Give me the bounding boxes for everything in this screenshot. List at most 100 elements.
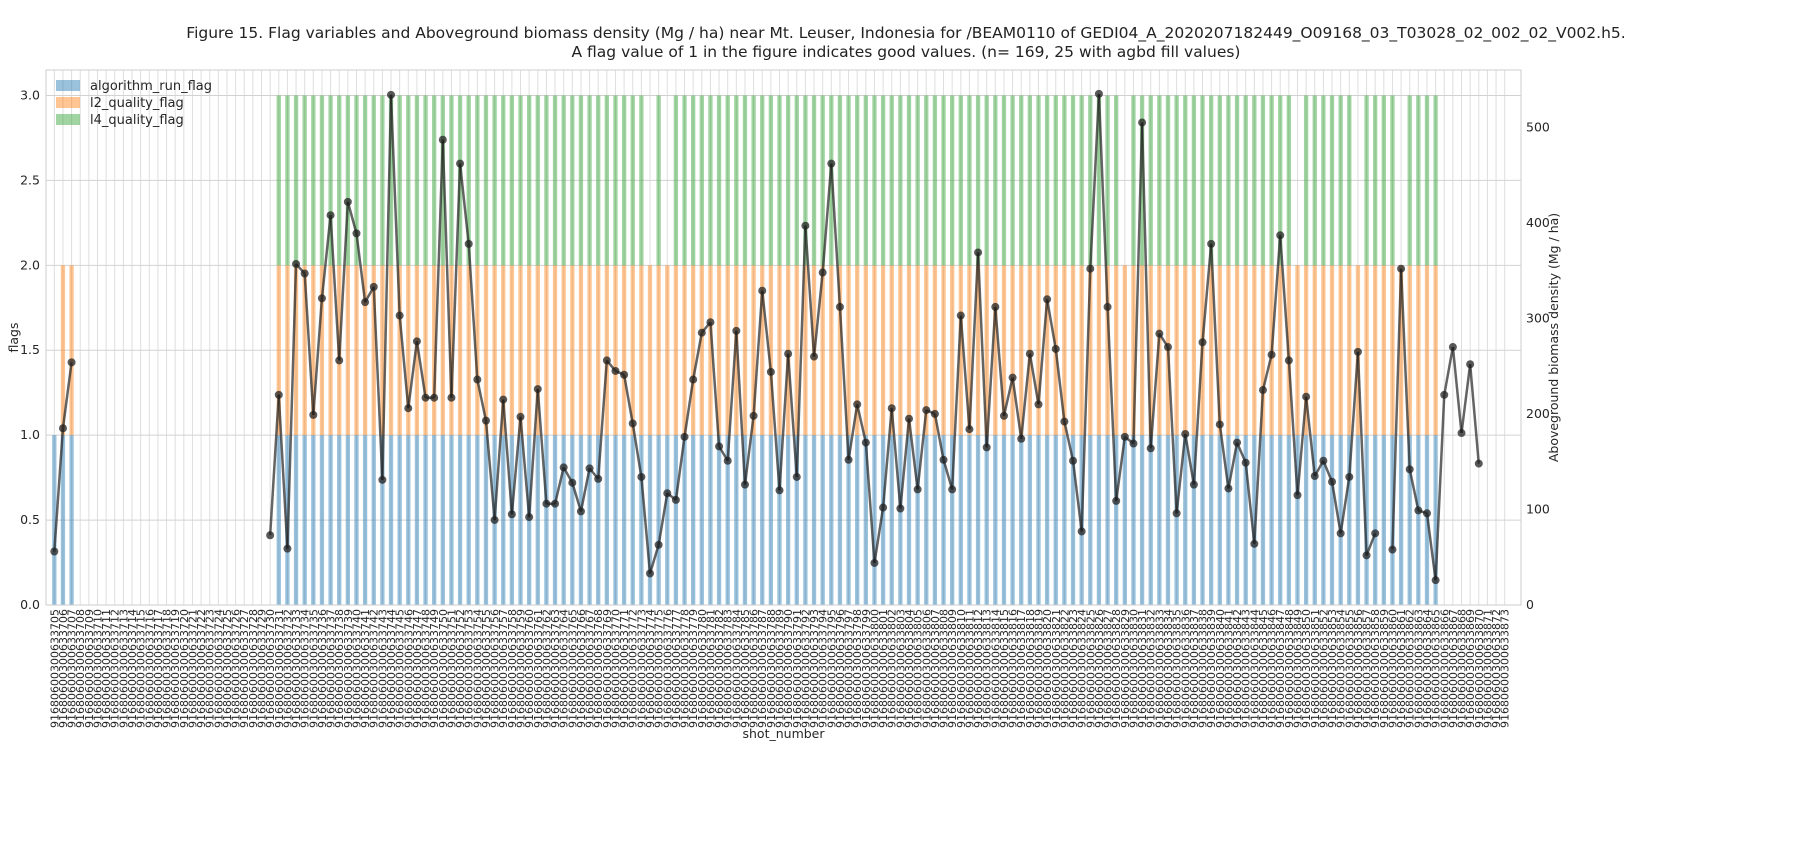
agbd-point [1034, 400, 1043, 409]
agbd-point [1422, 509, 1431, 518]
agbd-line-segment [277, 394, 289, 549]
agbd-line-segment [372, 286, 384, 480]
flag-bar-l4_quality_flag [1347, 95, 1352, 266]
agbd-line-segment [657, 493, 669, 546]
flag-bar-l2_quality_flag [466, 265, 471, 436]
x-tick-label: 91680600300633782 [713, 609, 726, 728]
x-tick-label: 91680600300633868 [1456, 609, 1469, 728]
agbd-point [576, 507, 585, 516]
flag-bar-l4_quality_flag [837, 95, 843, 266]
legend-label: algorithm_run_flag [90, 79, 212, 94]
agbd-line-segment [1296, 396, 1308, 496]
flag-bar-l2_quality_flag [915, 265, 920, 436]
agbd-point [456, 159, 465, 168]
flag-bar-l2_quality_flag [691, 265, 696, 436]
flag-bar-l2_quality_flag [837, 265, 843, 436]
agbd-point [283, 544, 292, 553]
agbd-line-segment [1434, 394, 1446, 581]
x-tick-label: 91680600300633794 [817, 609, 830, 728]
flag-bar-l4_quality_flag [742, 95, 748, 266]
flag-bar-l2_quality_flag [742, 265, 748, 436]
flag-bar-l2_quality_flag [69, 265, 74, 436]
flag-bar-algorithm_run_flag [725, 435, 730, 605]
agbd-line-segment [864, 442, 876, 564]
agbd-line-segment [674, 436, 686, 501]
flag-bar-l4_quality_flag [872, 95, 877, 266]
flag-bar-algorithm_run_flag [52, 435, 57, 605]
flag-bar-algorithm_run_flag [432, 435, 437, 605]
x-tick-label: 91680600300633756 [489, 609, 502, 728]
x-tick-label: 91680600300633838 [1197, 609, 1210, 728]
flag-bar-algorithm_run_flag [1347, 435, 1352, 605]
right-y-tick-label: 400 [1526, 215, 1550, 230]
flag-bar-l4_quality_flag [941, 95, 946, 266]
agbd-point [430, 393, 439, 402]
x-tick-label: 91680600300633739 [342, 609, 355, 728]
flag-bar-l2_quality_flag [898, 265, 903, 436]
x-tick-label: 91680600300633741 [359, 609, 372, 728]
flag-bar-algorithm_run_flag [475, 435, 480, 605]
agbd-line-segment [407, 341, 419, 409]
agbd-point [1241, 458, 1250, 467]
agbd-line-segment [320, 215, 332, 299]
flag-bar-algorithm_run_flag [708, 435, 713, 605]
x-tick-label: 91680600300633716 [143, 609, 156, 728]
x-tick-label: 91680600300633821 [1050, 609, 1063, 728]
flag-bar-l2_quality_flag [457, 265, 463, 436]
x-tick-label: 91680600300633767 [584, 609, 597, 728]
agbd-point [999, 411, 1008, 420]
flag-bar-l2_quality_flag [889, 265, 894, 436]
agbd-line-segment [1037, 299, 1049, 405]
flag-bar-l2_quality_flag [293, 265, 299, 436]
agbd-point [317, 294, 326, 303]
agbd-line-segment [1011, 377, 1023, 439]
flag-bar-algorithm_run_flag [1321, 435, 1326, 605]
agbd-point [1094, 89, 1103, 98]
agbd-point [646, 569, 655, 578]
agbd-point [723, 456, 732, 465]
agbd-line-segment [536, 388, 548, 504]
flag-bar-l2_quality_flag [1183, 265, 1188, 436]
agbd-point [309, 410, 318, 419]
x-tick-label: 91680600300633872 [1490, 609, 1503, 728]
agbd-line-segment [329, 215, 341, 361]
x-tick-label: 91680600300633861 [1395, 609, 1408, 728]
agbd-point [887, 404, 896, 413]
flag-bar-l4_quality_flag [993, 95, 998, 266]
flag-bar-l2_quality_flag [518, 265, 523, 436]
flag-bar-l4_quality_flag [345, 95, 351, 266]
left-y-tick-label: 2.5 [20, 172, 40, 187]
agbd-point [1431, 576, 1440, 585]
flag-bar-l4_quality_flag [1312, 95, 1317, 266]
agbd-point [473, 375, 482, 384]
agbd-line-segment [752, 290, 764, 416]
agbd-point [913, 485, 922, 494]
flag-bar-algorithm_run_flag [1070, 435, 1076, 605]
flag-bar-algorithm_run_flag [1165, 435, 1171, 605]
agbd-line-segment [691, 332, 704, 380]
agbd-point [956, 311, 965, 320]
agbd-line-segment [579, 468, 591, 512]
agbd-point [499, 395, 508, 404]
agbd-line-segment [631, 423, 643, 478]
agbd-line-segment [1063, 421, 1075, 462]
flag-bar-l4_quality_flag [388, 95, 394, 266]
x-tick-label: 91680600300633796 [834, 609, 847, 728]
flag-bar-l4_quality_flag [406, 95, 411, 266]
flag-bar-l2_quality_flag [647, 265, 653, 436]
flag-bar-l2_quality_flag [1079, 265, 1084, 436]
agbd-line-segment [268, 394, 281, 536]
agbd-point [974, 248, 983, 257]
flag-bar-l2_quality_flag [1234, 265, 1240, 436]
agbd-point [387, 90, 396, 99]
x-tick-label: 91680600300633815 [998, 609, 1011, 728]
flag-bar-l2_quality_flag [492, 265, 497, 436]
flag-bar-l2_quality_flag [1001, 265, 1007, 436]
x-tick-label: 91680600300633813 [981, 609, 994, 728]
x-tick-label: 91680600300633797 [843, 609, 856, 728]
agbd-point [490, 515, 499, 524]
agbd-point [361, 298, 370, 307]
flag-bar-algorithm_run_flag [665, 435, 670, 605]
flag-bar-l2_quality_flag [1105, 265, 1110, 436]
x-tick-label: 91680600300633721 [186, 609, 199, 728]
